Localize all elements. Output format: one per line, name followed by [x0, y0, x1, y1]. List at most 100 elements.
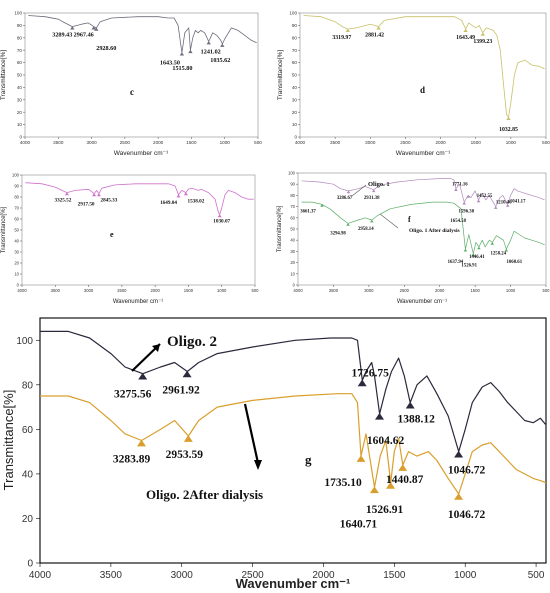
peak-marker — [64, 192, 69, 196]
peak-marker — [454, 188, 458, 191]
x-tick-label: 1000 — [217, 288, 227, 293]
panel-e-ticks: 4000 3500 3000 2500 2000 1500 1000 500 0 10 20 30 40… — [12, 172, 259, 293]
y-tick-label: 10 — [14, 271, 19, 276]
x-tick-label: 4000 — [295, 140, 306, 145]
panel-d-ticks: 4000 3500 3000 2500 2000 1500 1000 500 0 10 20 30 40… — [289, 11, 550, 145]
y-tick-label: 100 — [12, 172, 20, 177]
panel-g-ylabel: Transmittance[%] — [1, 390, 16, 491]
y-tick-label: 20 — [17, 110, 23, 115]
y-tick-label: 30 — [290, 249, 295, 254]
peak-marker — [220, 43, 225, 47]
panel-c-ticks: 4000 3500 3000 2500 2000 1500 1000 500 0 10 20 30 40… — [14, 11, 262, 145]
peak-label: 3275.56 — [114, 389, 152, 401]
y-tick-label: 100 — [289, 11, 297, 16]
y-tick-label: 100 — [16, 336, 33, 347]
y-tick-label: 60 — [22, 425, 34, 436]
peak-marker — [206, 41, 211, 45]
x-tick-label: 1000 — [506, 140, 517, 145]
panel-e: 4000 3500 3000 2500 2000 1500 1000 500 0 10 20 30 40… — [0, 165, 275, 305]
peak-label: 1526.91 — [461, 264, 477, 269]
y-tick-label: 70 — [292, 48, 298, 53]
peak-marker — [70, 26, 75, 30]
panel-c-letter: c — [130, 87, 134, 97]
peak-label: 2958.14 — [358, 227, 374, 232]
y-tick-label: 40 — [22, 469, 34, 480]
panel-f-oligo1-arrow — [351, 184, 367, 197]
peak-marker — [346, 223, 350, 226]
peak-label: 2931.38 — [364, 196, 380, 201]
peak-label: 1643.50 — [160, 60, 180, 67]
panel-d-ylabel: Transmittance[%] — [277, 50, 284, 101]
panel-g-dialysis-arrowhead — [254, 460, 262, 470]
panel-c-xlabel: Wavenumber cm⁻¹ — [114, 150, 169, 157]
panel-f-ticks: 4000 3500 3000 2500 2000 1500 1000 500 0 10 20 30 40… — [288, 170, 550, 293]
peak-label: 2953.59 — [166, 449, 204, 461]
y-tick-label: 20 — [22, 514, 34, 525]
y-tick-label: 0 — [293, 282, 296, 287]
x-tick-label: 1500 — [186, 140, 197, 145]
y-tick-label: 60 — [17, 60, 23, 65]
panel-g-oligo2-label: Oligo. 2 — [167, 334, 217, 350]
panel-g-oligo2-arrowhead — [152, 344, 160, 352]
y-tick-label: 90 — [292, 23, 298, 28]
peak-label: 3289.43 — [52, 32, 72, 39]
y-tick-label: 70 — [17, 48, 23, 53]
peak-label: 1452.55 — [477, 194, 493, 199]
peak-label: 1041.17 — [510, 199, 526, 204]
peak-label: 1538.02 — [187, 199, 204, 205]
panel-e-letter: e — [110, 230, 114, 239]
x-tick-label: 2000 — [312, 570, 335, 581]
peak-label: 3283.89 — [113, 454, 151, 466]
series-line-f-1 — [301, 201, 545, 254]
panel-c-ylabel: Transmittance[%] — [0, 50, 7, 101]
x-tick-label: 1500 — [184, 288, 194, 293]
peak-label: 1640.71 — [340, 518, 378, 530]
peak-label: 1388.12 — [398, 414, 436, 426]
peak-marker — [476, 199, 481, 203]
x-tick-label: 4000 — [29, 570, 52, 581]
peak-label: 1726.75 — [352, 367, 390, 379]
peak-label: 1654.58 — [450, 219, 466, 224]
panel-d: 4000 3500 3000 2500 2000 1500 1000 500 0 10 20 30 40… — [275, 0, 550, 160]
x-tick-label: 3000 — [86, 140, 97, 145]
peak-marker — [504, 248, 509, 252]
y-tick-label: 0 — [27, 559, 33, 570]
x-tick-label: 3500 — [51, 288, 61, 293]
panel-f-ylabel: Transmittance[%] — [277, 205, 283, 252]
peak-marker — [176, 194, 181, 198]
peak-marker — [398, 464, 408, 471]
y-tick-label: 20 — [290, 260, 295, 265]
peak-label: 3325.52 — [54, 198, 71, 204]
peak-label: 1649.04 — [160, 200, 177, 206]
x-tick-label: 2000 — [435, 140, 446, 145]
panel-d-letter: d — [420, 85, 425, 95]
x-tick-label: 4000 — [17, 288, 27, 293]
peak-label: 3294.98 — [330, 231, 346, 236]
peak-marker — [217, 214, 222, 218]
series-line-g-1 — [40, 393, 547, 495]
y-tick-label: 100 — [288, 170, 296, 175]
y-tick-label: 50 — [292, 73, 298, 78]
x-tick-label: 2500 — [117, 288, 127, 293]
peak-label: 3286.67 — [337, 196, 353, 201]
panel-g-frame — [39, 317, 547, 564]
x-tick-label: 500 — [528, 570, 545, 581]
peak-label: 1643.49 — [456, 35, 475, 41]
x-tick-label: 3000 — [365, 140, 376, 145]
x-tick-label: 500 — [542, 140, 550, 145]
x-tick-label: 3000 — [171, 570, 194, 581]
x-tick-label: 3500 — [330, 140, 341, 145]
x-tick-label: 500 — [254, 140, 262, 145]
x-tick-label: 1500 — [471, 140, 482, 145]
x-tick-label: 1000 — [454, 570, 477, 581]
y-tick-label: 80 — [17, 35, 23, 40]
panel-d-series — [303, 15, 545, 118]
peak-marker — [375, 412, 384, 420]
peak-label: 3661.37 — [300, 209, 316, 214]
x-tick-label: 2500 — [120, 140, 131, 145]
panel-g-ticks: 4000 3500 3000 2500 2000 1500 1000 500 0 20 40 60 80… — [16, 336, 545, 581]
peak-marker — [345, 28, 350, 32]
peak-label: 2845.33 — [100, 198, 117, 204]
peak-label: 1032.85 — [499, 127, 518, 133]
